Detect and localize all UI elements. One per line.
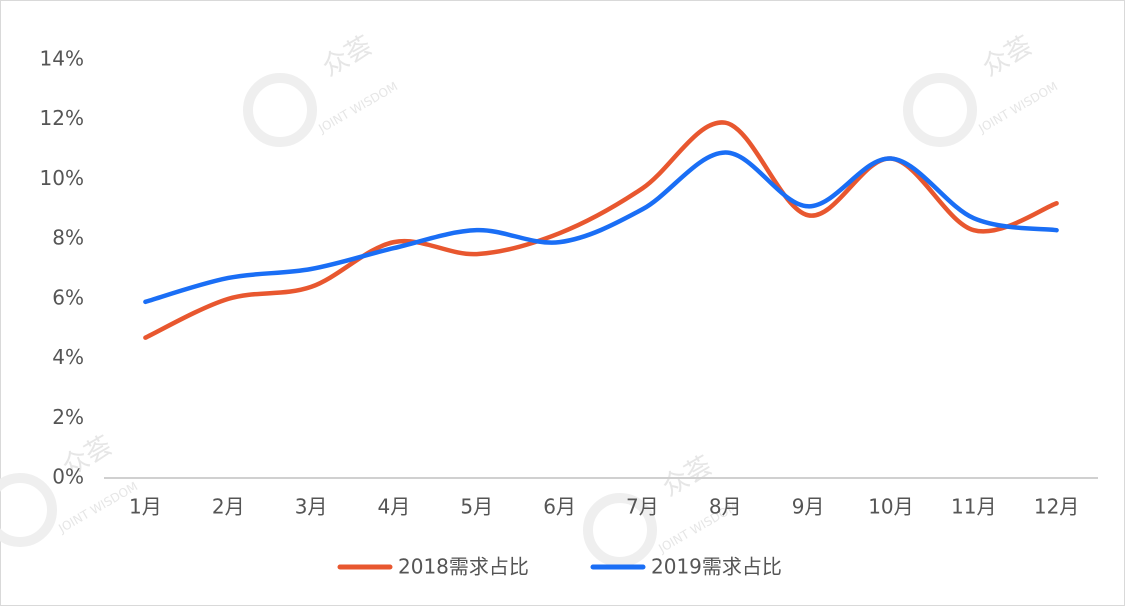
x-tick-label: 9月 — [792, 495, 825, 519]
x-tick-label: 10月 — [868, 495, 913, 519]
y-tick-label: 14% — [40, 47, 84, 71]
y-tick-label: 6% — [52, 285, 84, 309]
x-tick-label: 5月 — [460, 495, 493, 519]
line-series — [143, 150, 1059, 305]
x-tick-label: 12月 — [1034, 495, 1079, 519]
y-tick-label: 0% — [52, 465, 84, 489]
y-tick-label: 4% — [52, 345, 84, 369]
y-tick-label: 10% — [40, 166, 84, 190]
x-tick-label: 1月 — [129, 495, 162, 519]
legend-label: 2019需求占比 — [651, 555, 782, 579]
y-tick-label: 12% — [40, 106, 84, 130]
y-tick-label: 8% — [52, 226, 84, 250]
watermark-logo — [583, 493, 657, 567]
x-tick-label: 6月 — [543, 495, 576, 519]
x-tick-label: 7月 — [626, 495, 659, 519]
y-tick-label: 2% — [52, 405, 84, 429]
watermark-logo — [903, 73, 977, 147]
legend-label: 2018需求占比 — [398, 555, 529, 579]
watermark-logo — [0, 473, 57, 547]
x-tick-label: 4月 — [378, 495, 411, 519]
x-tick-label: 2月 — [212, 495, 245, 519]
x-tick-label: 11月 — [951, 495, 996, 519]
x-tick-label: 8月 — [709, 495, 742, 519]
x-tick-label: 3月 — [295, 495, 328, 519]
watermark-logo — [243, 73, 317, 147]
